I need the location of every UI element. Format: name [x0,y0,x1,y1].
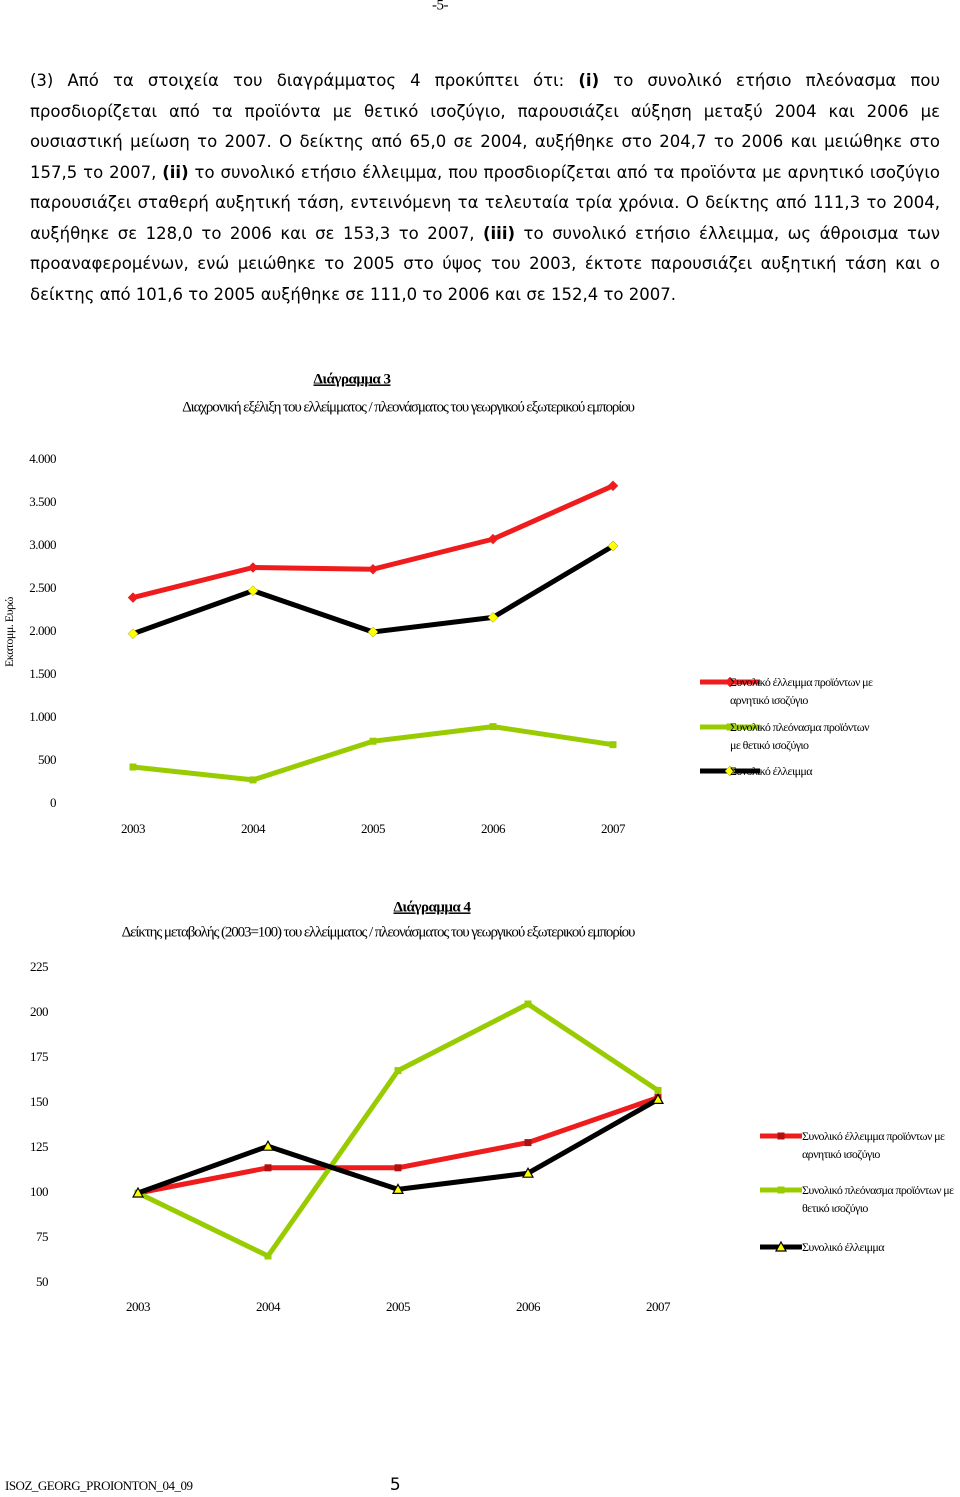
marker [367,626,379,638]
y-tick-label: 125 [30,1139,48,1154]
chart-subtitle: Δείκτης μεταβολής (2003=100) του ελλείμμ… [122,924,635,940]
y-tick-label: 3.500 [29,494,56,509]
marker [777,1186,785,1194]
marker [726,723,734,731]
marker [609,741,617,749]
x-tick-label: 2005 [386,1299,410,1314]
y-axis-label: Εκατομμ. Ευρώ [2,596,16,667]
x-tick-label: 2003 [126,1299,150,1314]
marker [394,1164,402,1172]
footer-code: ISOZ_GEORG_PROIONTON_04_09 [5,1478,193,1493]
marker [487,533,499,545]
marker [774,1240,788,1252]
chart-subtitle: Διαχρονική εξέλιξη του ελλείμματος / πλε… [182,399,634,415]
y-tick-label: 225 [30,959,48,974]
y-tick-label: 1.000 [29,709,56,724]
y-tick-label: 200 [30,1004,48,1019]
legend-label: Συνολικό πλεόνασμα προϊόντων με θετικό ι… [730,720,870,752]
paragraph-text: το συνολικό ετήσιο έλλειμμα, ως άθροισμα… [30,223,940,304]
item-marker: (i) [578,71,600,90]
series-line [136,1001,660,1259]
page-number: -5- [432,0,448,13]
x-tick-label: 2006 [516,1299,541,1314]
footer-page: 5 [390,1475,400,1495]
marker [724,765,736,777]
marker [524,1000,532,1008]
y-tick-label: 100 [30,1184,48,1199]
paragraph-text: (3) Από τα στοιχεία του διαγράμματος 4 π… [30,71,579,90]
x-tick-label: 2006 [481,821,506,836]
marker [489,723,497,731]
marker [607,540,619,552]
legend-label: Συνολικό πλεόνασμα προϊόντων με θετικό ι… [802,1183,954,1215]
y-tick-label: 3.000 [29,537,56,552]
marker [247,585,259,597]
marker [249,776,257,784]
marker [394,1067,402,1075]
marker [524,1139,532,1147]
marker [247,562,259,573]
paragraph-text: το συνολικό ετήσιο πλεόνασμα που προσδιο… [30,71,940,182]
y-tick-label: 4.000 [29,451,56,466]
marker [367,563,379,575]
y-tick-label: 75 [36,1229,48,1244]
item-marker: (ii) [162,162,189,182]
legend-label: Συνολικό έλλειμμα προϊόντων με αρνητικό … [730,675,873,707]
marker [521,1166,535,1178]
y-tick-label: 500 [38,752,56,767]
marker [651,1093,665,1104]
marker [127,592,139,603]
marker [724,676,736,688]
x-tick-label: 2007 [601,821,626,836]
x-tick-label: 2003 [121,821,145,836]
series-line [132,543,615,637]
y-tick-label: 2.500 [29,580,56,595]
marker [391,1183,405,1194]
series-line [132,483,615,601]
marker [264,1164,272,1172]
y-tick-label: 50 [36,1274,48,1289]
x-tick-label: 2005 [361,821,385,836]
item-marker: (iii) [482,223,516,243]
marker [654,1086,662,1094]
y-tick-label: 175 [30,1049,48,1064]
paragraph: (3) Από τα στοιχεία του διαγράμματος 4 π… [30,66,940,310]
x-tick-label: 2004 [256,1299,281,1314]
marker [369,737,377,745]
marker [777,1132,785,1140]
y-tick-label: 0 [50,795,56,810]
y-tick-label: 150 [30,1094,48,1109]
x-tick-label: 2007 [646,1299,671,1314]
legend-label: Συνολικό έλλειμμα [730,764,813,778]
chart-title: Διάγραμμα 3 [314,371,391,387]
marker [487,612,499,623]
y-tick-label: 2.000 [29,623,56,638]
marker [127,628,139,640]
marker [607,480,619,492]
series-line [132,724,614,783]
legend-label: Συνολικό έλλειμμα [802,1240,885,1254]
paragraph-text: το συνολικό ετήσιο έλλειμμα, που προσδιο… [30,162,940,243]
marker [129,763,137,771]
marker [261,1139,275,1151]
x-tick-label: 2004 [241,821,266,836]
legend-label: Συνολικό έλλειμμα προϊόντων με αρνητικό … [802,1129,945,1161]
marker [264,1252,272,1260]
y-tick-label: 1.500 [29,666,56,681]
chart-title: Διάγραμμα 4 [394,899,472,915]
marker [131,1186,145,1198]
